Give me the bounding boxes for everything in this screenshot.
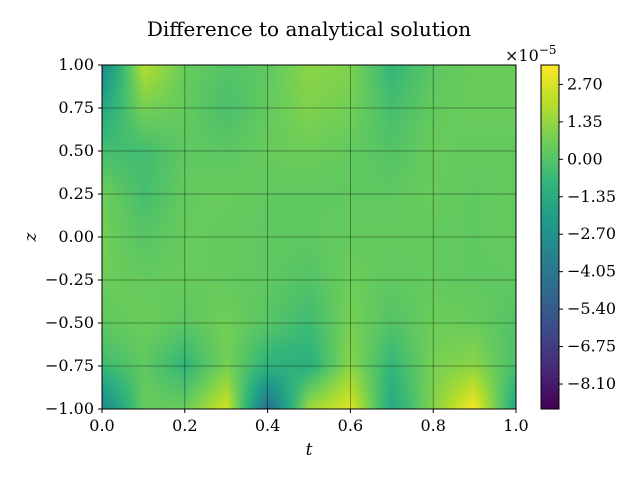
colorbar-frame <box>540 64 560 410</box>
colorbar-tick-label: 1.35 <box>567 112 603 131</box>
y-tick-label: 1.00 <box>58 55 94 74</box>
x-tick-label: 0.6 <box>338 416 363 435</box>
chart-title: Difference to analytical solution <box>147 17 471 41</box>
colorbar-tick-label: −4.05 <box>567 262 616 281</box>
x-tick-label: 0.0 <box>89 416 114 435</box>
colorbar-tick-label: 2.70 <box>567 74 603 93</box>
y-tick-label: −0.75 <box>45 356 94 375</box>
y-tick-label: 0.75 <box>58 98 94 117</box>
colorbar-multiplier: ×10−5 <box>505 43 556 65</box>
x-tick-label: 0.8 <box>420 416 445 435</box>
x-axis-label: t <box>306 440 313 460</box>
colorbar-tick-label: 0.00 <box>567 149 603 168</box>
heatmap-field <box>102 65 516 409</box>
colorbar-ticks: 2.70 1.35 0.00 −1.35 −2.70 −4.05 −5.40 −6.75 −8.… <box>559 74 616 393</box>
y-tick-label: 0.00 <box>58 227 94 246</box>
x-tick-label: 0.2 <box>172 416 197 435</box>
x-axis: 0.0 0.2 0.4 0.6 0.8 1.0 <box>89 409 529 435</box>
y-tick-label: 0.25 <box>58 184 94 203</box>
colorbar: 2.70 1.35 0.00 −1.35 −2.70 −4.05 −5.40 −6.75 −8.… <box>505 43 616 410</box>
colorbar-tick-label: −2.70 <box>567 224 616 243</box>
y-tick-label: −1.00 <box>45 399 94 418</box>
y-axis-label: z <box>21 231 41 242</box>
plot-area <box>101 64 517 410</box>
colorbar-gradient <box>541 65 559 409</box>
y-tick-label: 0.50 <box>58 141 94 160</box>
y-tick-label: −0.25 <box>45 270 94 289</box>
colorbar-tick-label: −5.40 <box>567 299 616 318</box>
colorbar-tick-label: −6.75 <box>567 337 616 356</box>
colorbar-tick-label: −1.35 <box>567 187 616 206</box>
x-tick-label: 0.4 <box>255 416 280 435</box>
y-axis: 1.00 0.75 0.50 0.25 0.00 −0.25 −0.50 −0.75 −1.00 <box>45 55 102 418</box>
y-tick-label: −0.50 <box>45 313 94 332</box>
x-tick-label: 1.0 <box>503 416 528 435</box>
colorbar-tick-label: −8.10 <box>567 374 616 393</box>
